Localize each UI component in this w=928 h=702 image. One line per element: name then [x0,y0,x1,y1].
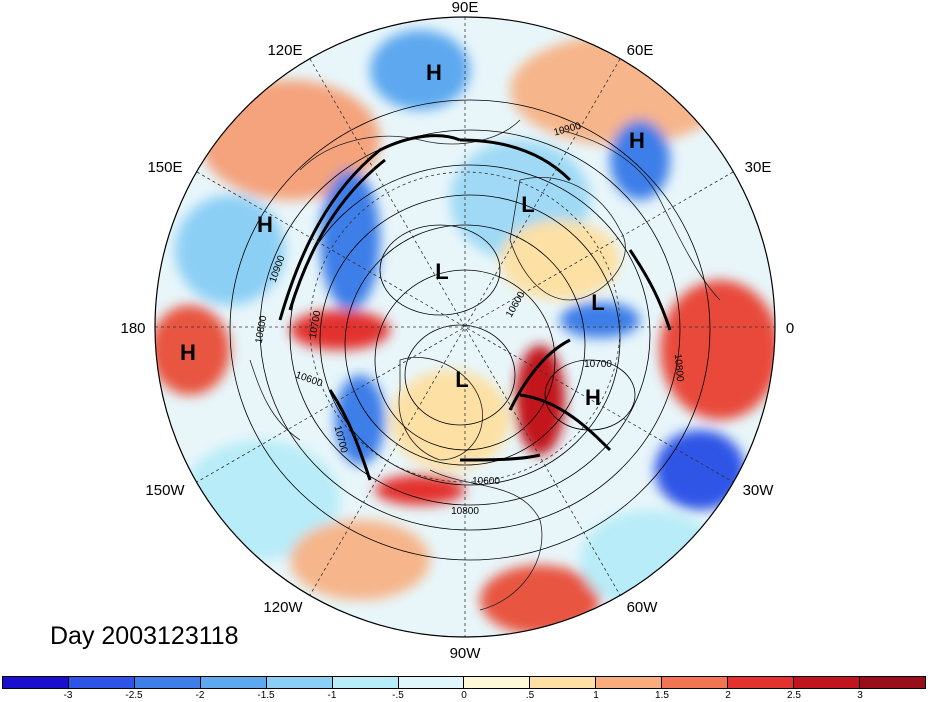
colorbar-segment [68,677,135,688]
lon-label-30e: 30E [745,159,772,176]
lon-label-120e: 120E [267,42,302,59]
lon-label-30w: 30W [743,482,775,499]
contour-label: 10700 [308,309,324,339]
colorbar-segment [398,677,465,688]
colorbar-tick-label: -3 [63,690,73,701]
colorbar-segment [464,677,531,688]
lon-label-150e: 150E [147,159,182,176]
lon-label-90e: 90E [452,0,479,16]
lon-label-0: 0 [786,320,794,337]
colorbar-tick-label: 2.5 [787,690,801,701]
colorbar-segment [794,677,860,688]
high-center: H [257,212,273,237]
lon-label-150w: 150W [145,482,185,499]
colorbar-tick-label: 0 [461,690,467,701]
contour-label: 10600 [472,476,500,487]
colorbar-segment [728,677,795,688]
high-center: H [585,385,601,410]
colorbar-tick-label: -.5 [392,690,404,701]
colorbar-segment [266,677,333,688]
colorbar-segment [134,677,201,688]
colorbar-tick-label: -1.5 [257,690,275,701]
colorbar-tick-label: -2 [195,690,205,701]
colorbar-tick-label: 1 [593,690,599,701]
colorbar-tick-label: -2.5 [125,690,143,701]
low-center: L [591,290,604,315]
lon-label-60e: 60E [627,42,654,59]
map-boundary [154,16,776,638]
colorbar-segment [332,677,399,688]
low-center: L [455,367,468,392]
height-contours [229,99,711,561]
colorbar [2,676,926,689]
colorbar-segment [859,677,925,688]
contour-label: 10700 [584,359,612,370]
low-center: L [521,192,534,217]
lon-label-90w: 90W [450,645,482,662]
colorbar-tick-label: .5 [525,690,535,701]
high-center: H [180,340,196,365]
colorbar-segment [530,677,597,688]
colorbar-segment [596,677,663,688]
colorbar-segment [3,677,69,688]
contour-label: 10800 [672,353,685,382]
lon-label-180: 180 [120,320,145,337]
contour-label: 10800 [254,314,270,344]
low-center: L [435,259,448,284]
lon-label-60w: 60W [627,599,659,616]
colorbar-tick-label: 2 [725,690,731,701]
colorbar-labels: -3 -2.5 -2 -1.5 -1 -.5 0 .5 1 1.5 2 2.5 3 [0,690,928,702]
high-center: H [426,60,442,85]
colorbar-segment [200,677,267,688]
lon-label-120w: 120W [263,599,303,616]
high-center: H [629,128,645,153]
day-title: Day 2003123118 [50,622,239,650]
graticule [155,17,775,637]
colorbar-tick-label: -1 [327,690,337,701]
jet-contours [278,134,672,481]
contour-label: 10800 [451,506,479,517]
colorbar-segment [662,677,729,688]
colorbar-tick-label: 3 [857,690,863,701]
colorbar-tick-label: 1.5 [655,690,669,701]
